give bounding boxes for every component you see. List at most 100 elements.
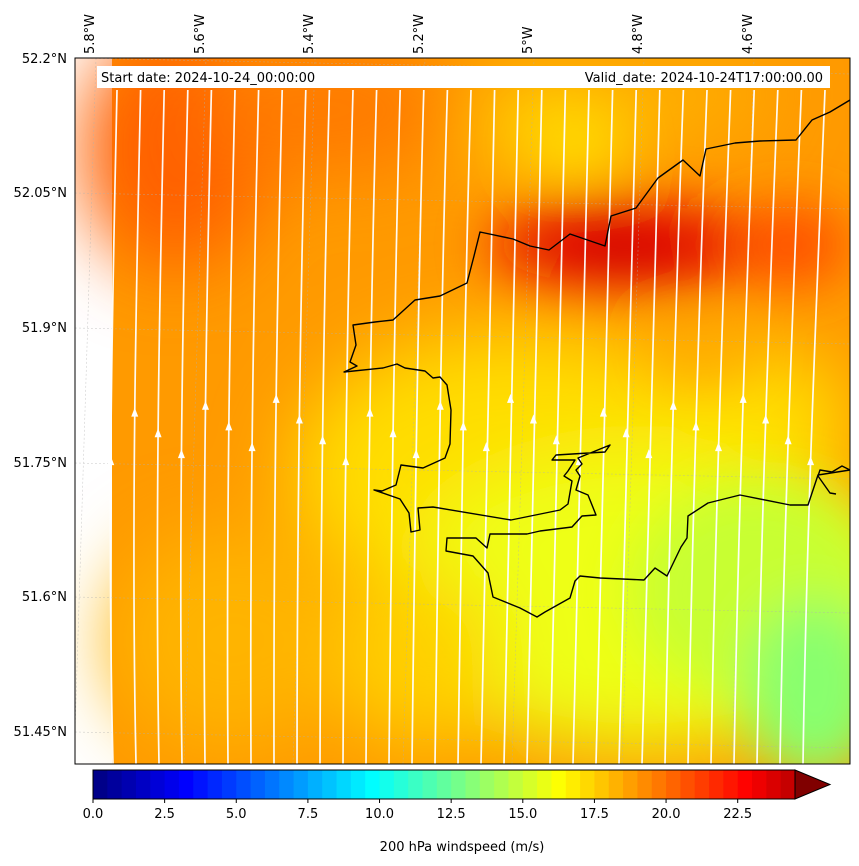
annotation-box	[97, 66, 830, 88]
colorbar-swatch	[479, 770, 495, 799]
colorbar-swatch	[723, 770, 739, 799]
colorbar-tick-label: 12.5	[437, 807, 466, 822]
streamline-arrow	[762, 414, 770, 424]
lon-label: 4.8°W	[631, 14, 646, 54]
colorbar-swatch	[465, 770, 481, 799]
lat-label: 52.05°N	[14, 186, 67, 201]
colorbar-tick-label: 0.0	[83, 807, 104, 822]
streamline-arrow	[295, 414, 303, 424]
streamline	[779, 89, 803, 764]
colorbar-swatch	[193, 770, 209, 799]
streamline	[365, 89, 378, 764]
streamline	[457, 89, 472, 764]
colorbar-swatch	[637, 770, 653, 799]
colorbar-swatch	[680, 770, 696, 799]
colorbar-swatch	[107, 770, 123, 799]
streamline-arrow	[599, 407, 607, 417]
streamline-arrow	[412, 449, 420, 459]
colorbar-swatch	[236, 770, 252, 799]
colorbar-swatch	[336, 770, 352, 799]
lon-label: 5.4°W	[302, 14, 317, 54]
colorbar-swatch	[207, 770, 223, 799]
colorbar-swatch	[422, 770, 438, 799]
streamline	[687, 89, 708, 764]
lon-label: 5.2°W	[412, 14, 427, 54]
streamline-arrow	[739, 393, 747, 403]
colorbar-swatch	[121, 770, 137, 799]
streamline	[133, 89, 142, 764]
colorbar-swatch	[221, 770, 237, 799]
colorbar-swatch	[379, 770, 395, 799]
colorbar-swatch	[365, 770, 381, 799]
streamline-arrow	[784, 435, 792, 445]
colorbar-swatch	[135, 770, 151, 799]
lon-label: 5°W	[521, 26, 536, 54]
colorbar-swatch	[608, 770, 624, 799]
lat-label: 51.45°N	[14, 725, 67, 740]
colorbar-tick-label: 17.5	[580, 807, 609, 822]
colorbar-swatch	[594, 770, 610, 799]
streamline-arrow	[482, 442, 490, 452]
lon-label: 5.8°W	[83, 14, 98, 54]
lat-label: 51.75°N	[14, 456, 67, 471]
streamline-arrow	[552, 435, 560, 445]
valid-date-label: Valid_date: 2024-10-24T17:00:00.00	[585, 71, 823, 86]
start-date-label: Start date: 2024-10-24_00:00:00	[101, 71, 315, 86]
streamline	[756, 89, 779, 764]
lon-label: 4.6°W	[741, 14, 756, 54]
colorbar-tick-label: 5.0	[226, 807, 247, 822]
streamline	[342, 89, 354, 764]
streamline-arrow	[507, 393, 515, 403]
latitude-labels: 52.2°N 52.05°N 51.9°N 51.75°N 51.6°N 51.…	[14, 52, 67, 740]
colorbar-swatch	[780, 770, 796, 799]
colorbar-swatch	[150, 770, 166, 799]
lat-label: 51.6°N	[22, 590, 67, 605]
streamline	[249, 89, 260, 764]
colorbar-tick-label: 15.0	[508, 807, 537, 822]
streamline-arrow	[645, 449, 653, 459]
streamline	[296, 89, 307, 764]
streamline-arrow	[131, 407, 139, 417]
colorbar-swatch	[393, 770, 409, 799]
colorbar-swatch	[293, 770, 309, 799]
colorbar-swatch	[623, 770, 639, 799]
streamline-arrow	[342, 456, 350, 466]
streamline-arrow	[201, 400, 209, 410]
streamline	[710, 89, 732, 764]
colorbar-swatch	[307, 770, 323, 799]
streamline-arrow	[248, 442, 256, 452]
streamline-arrow	[714, 442, 722, 452]
lat-label: 52.2°N	[22, 52, 67, 67]
streamline	[388, 89, 402, 764]
colorbar-extend-arrow	[794, 769, 832, 800]
colorbar-swatch	[408, 770, 424, 799]
longitude-labels: 5.8°W 5.6°W 5.4°W 5.2°W 5°W 4.8°W 4.6°W	[83, 14, 756, 54]
lon-label: 5.6°W	[193, 14, 208, 54]
streamline	[226, 89, 236, 764]
streamline-arrow	[807, 456, 815, 466]
streamline-arrow	[669, 400, 677, 410]
colorbar-tick-label: 7.5	[298, 807, 319, 822]
streamline-arrow	[366, 407, 374, 417]
streamline	[733, 89, 756, 764]
streamline	[109, 89, 118, 764]
colorbar-ticks: 0.0 2.5 5.0 7.5 10.0 12.5 15.0 17.5 20.0 22.5	[83, 799, 752, 822]
streamline-arrow	[225, 421, 233, 431]
colorbar-swatch	[350, 770, 366, 799]
colorbar-tick-label: 2.5	[154, 807, 175, 822]
colorbar-swatch	[93, 770, 108, 799]
colorbar-swatch	[522, 770, 538, 799]
colorbar-swatch	[436, 770, 452, 799]
streamline-arrow	[154, 428, 162, 438]
colorbar-swatch	[537, 770, 553, 799]
colorbar-swatch	[264, 770, 280, 799]
colorbar-swatch	[651, 770, 667, 799]
colorbar-tick-label: 20.0	[652, 807, 681, 822]
coastline	[343, 99, 850, 618]
streamline-arrow	[177, 449, 185, 459]
streamline	[319, 89, 331, 764]
colorbar-swatch	[580, 770, 596, 799]
colorbar-swatch	[508, 770, 524, 799]
colorbar-swatch	[164, 770, 180, 799]
streamline-arrow	[529, 414, 537, 424]
